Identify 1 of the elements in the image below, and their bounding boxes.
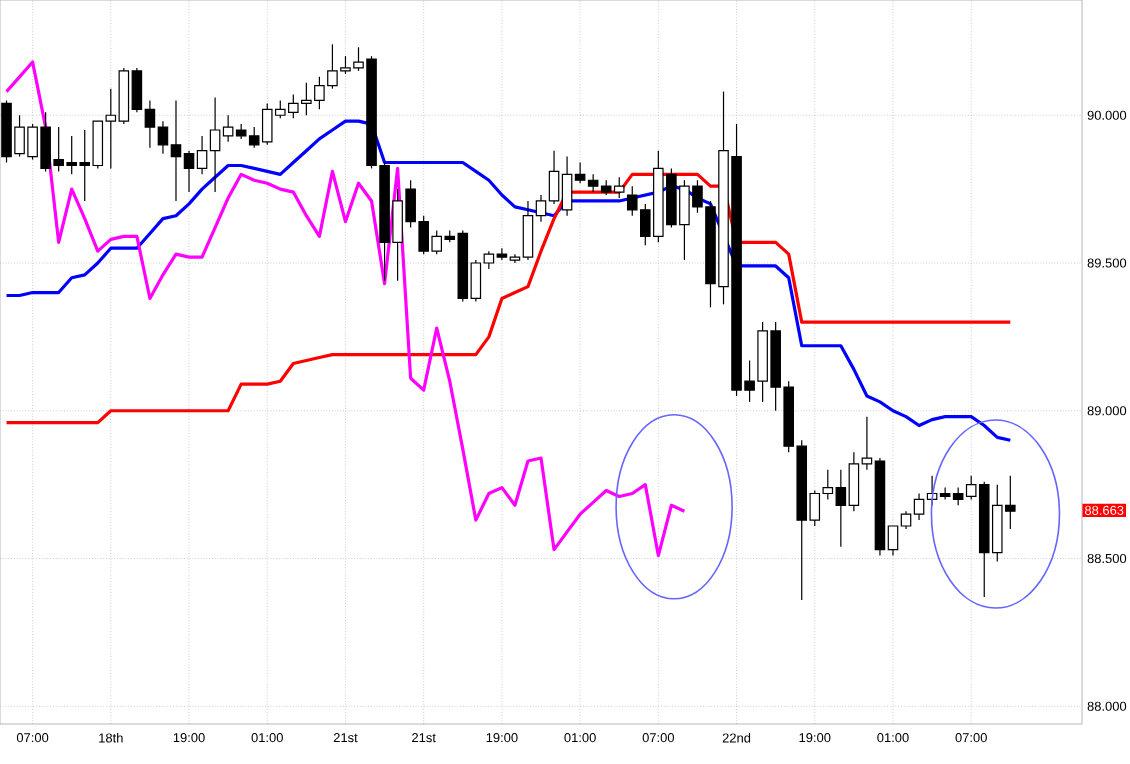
line-series <box>4 60 687 558</box>
